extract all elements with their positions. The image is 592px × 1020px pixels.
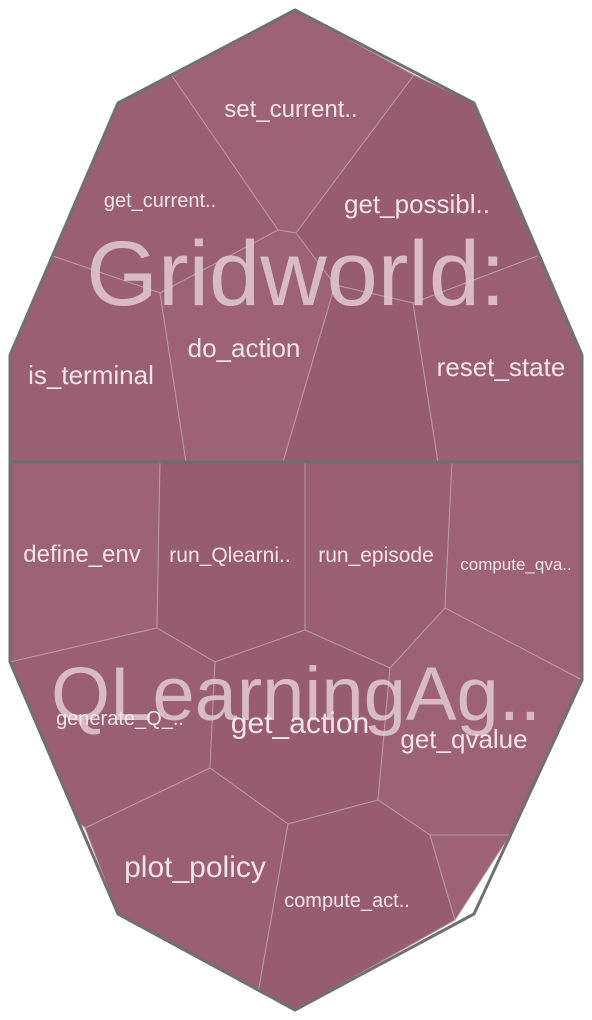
group-label-gridworld: Gridworld: xyxy=(86,223,505,325)
cell-label: reset_state xyxy=(437,352,566,382)
cell-label: define_env xyxy=(23,541,140,568)
cell-label: set_current.. xyxy=(224,96,357,123)
cell-label: plot_policy xyxy=(124,851,266,884)
cell-label: get_current.. xyxy=(104,190,216,212)
cell-label: run_episode xyxy=(318,544,434,567)
cell-label: get_possibl.. xyxy=(344,189,490,219)
cell-label: generate_Q_.. xyxy=(56,708,184,730)
cell-label: get_qvalue xyxy=(400,724,527,754)
cell-label: run_Qlearni.. xyxy=(169,544,290,567)
treemap-outline xyxy=(8,8,584,1012)
cell-lower-right-unlabeled[interactable] xyxy=(429,834,511,922)
cell-label: get_action xyxy=(231,707,369,740)
cell-reset-state[interactable] xyxy=(412,254,582,463)
cell-label: do_action xyxy=(188,333,301,363)
cell-label: compute_qva.. xyxy=(460,555,572,574)
cell-label: compute_act.. xyxy=(284,890,410,912)
cell-label: is_terminal xyxy=(28,360,154,390)
group-label-qlearning: QLearningAg.. xyxy=(51,652,541,737)
